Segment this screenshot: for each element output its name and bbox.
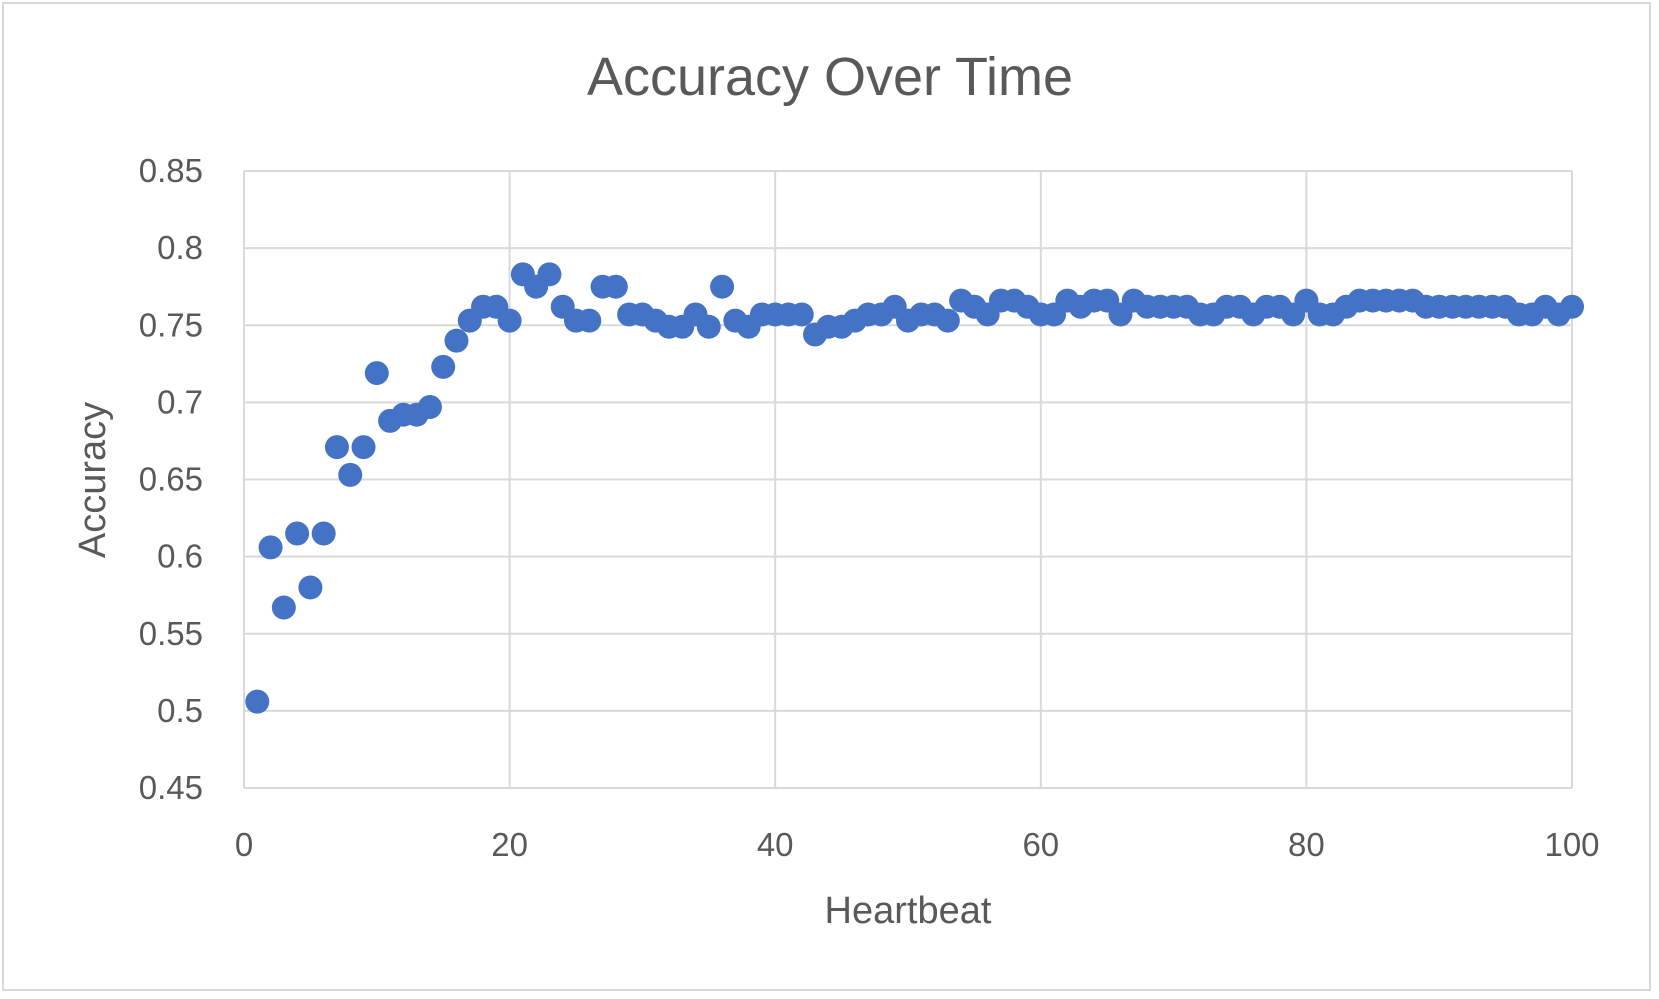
data-point: [258, 535, 283, 560]
data-points: [245, 262, 1584, 714]
data-point: [351, 435, 376, 460]
y-tick-label: 0.65: [139, 461, 203, 498]
x-axis-ticks: 0 20 40 60 80 100: [235, 826, 1600, 863]
x-tick-label: 40: [757, 826, 794, 863]
data-point: [298, 575, 323, 600]
x-tick-label: 60: [1022, 826, 1059, 863]
x-tick-label: 20: [491, 826, 528, 863]
data-point: [935, 308, 960, 333]
data-point: [710, 274, 735, 299]
data-point: [311, 521, 336, 546]
data-point: [417, 395, 442, 420]
y-tick-label: 0.8: [157, 229, 203, 266]
data-point: [245, 689, 270, 714]
x-tick-label: 100: [1544, 826, 1599, 863]
y-axis-title: Accuracy: [72, 402, 114, 558]
y-tick-label: 0.7: [157, 383, 203, 420]
data-point: [789, 302, 814, 327]
y-tick-label: 0.55: [139, 615, 203, 652]
data-point: [696, 314, 721, 339]
x-tick-label: 80: [1288, 826, 1325, 863]
y-tick-label: 0.85: [139, 152, 203, 189]
y-tick-label: 0.45: [139, 769, 203, 806]
data-point: [431, 354, 456, 379]
data-point: [537, 262, 562, 287]
data-point: [497, 308, 522, 333]
data-point: [364, 361, 389, 386]
data-point: [271, 595, 296, 620]
chart-title: Accuracy Over Time: [587, 47, 1073, 107]
data-point: [1560, 294, 1584, 319]
data-point: [444, 328, 469, 353]
y-tick-label: 0.6: [157, 538, 203, 575]
y-axis-ticks: 0.45 0.5 0.55 0.6 0.65 0.7 0.75 0.8 0.85: [139, 152, 203, 806]
data-point: [603, 274, 628, 299]
data-point: [577, 308, 602, 333]
gridlines: [243, 170, 1573, 789]
x-tick-label: 0: [235, 826, 253, 863]
data-point: [285, 521, 310, 546]
y-tick-label: 0.75: [139, 306, 203, 343]
y-tick-label: 0.5: [157, 692, 203, 729]
data-point: [338, 462, 363, 487]
x-axis-title: Heartbeat: [825, 890, 992, 932]
data-point: [324, 435, 349, 460]
